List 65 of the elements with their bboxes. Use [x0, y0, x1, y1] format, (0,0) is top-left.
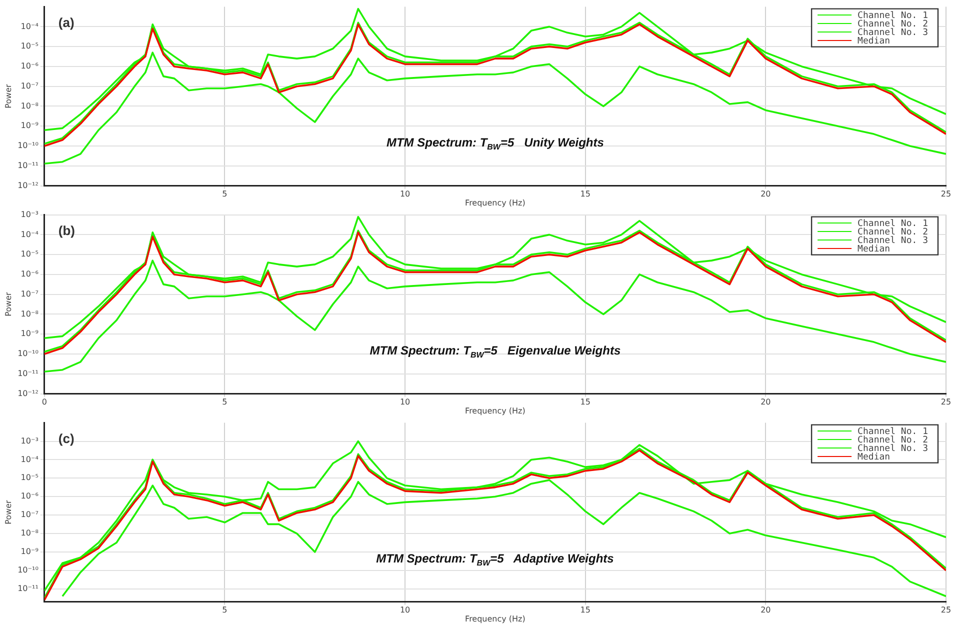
legend-label: Channel No. 2	[858, 19, 928, 30]
x-tick-label: 10	[400, 398, 410, 407]
y-tick-label: 10⁻⁵	[20, 250, 38, 259]
x-axis-title: Frequency (Hz)	[465, 406, 526, 416]
text: (c)	[58, 430, 74, 446]
y-tick-label: 10⁻³	[20, 436, 38, 446]
y-tick-label: 10⁻¹⁰	[18, 349, 38, 358]
y-axis-title: Power	[4, 83, 13, 108]
x-axis-title: Frequency (Hz)	[465, 614, 526, 624]
x-tick-label: 10	[400, 190, 410, 199]
legend-label: Channel No. 1	[858, 218, 928, 229]
y-tick-label: 10⁻⁴	[20, 230, 38, 239]
x-tick-label: 20	[760, 606, 771, 615]
y-tick-label: 10⁻⁶	[20, 270, 38, 279]
y-axis-title: Power	[4, 499, 13, 524]
y-tick-label: 10⁻⁸	[20, 101, 38, 110]
x-tick-label: 5	[222, 190, 228, 199]
y-tick-label: 10⁻¹²	[18, 180, 38, 190]
x-tick-label: 20	[760, 190, 771, 199]
x-tick-label: 25	[940, 190, 952, 199]
x-tick-label: 5	[222, 606, 228, 615]
x-tick-label: 25	[940, 398, 952, 407]
y-tick-label: 10⁻⁷	[20, 81, 38, 90]
y-tick-label: 10⁻¹⁰	[18, 566, 38, 575]
y-tick-label: 10⁻⁴	[20, 454, 38, 464]
legend-label: Channel No. 3	[858, 236, 928, 246]
legend-label: Channel No. 1	[858, 426, 928, 437]
y-tick-label: 10⁻¹⁰	[18, 141, 38, 150]
y-tick-label: 10⁻³	[20, 210, 38, 219]
x-tick-label: 15	[580, 398, 590, 407]
x-tick-label: 10	[400, 606, 410, 615]
y-tick-label: 10⁻⁸	[20, 528, 38, 538]
y-axis-title: Power	[4, 291, 13, 316]
y-tick-label: 10⁻⁶	[20, 492, 38, 501]
x-tick-label: 20	[760, 398, 771, 407]
legend-label: Channel No. 3	[858, 444, 928, 454]
y-tick-label: 10⁻⁷	[20, 510, 38, 520]
x-tick-label: 0	[42, 398, 47, 407]
legend-label: Median	[858, 452, 890, 462]
text: (a)	[58, 14, 74, 30]
y-tick-label: 10⁻⁶	[20, 62, 38, 71]
y-tick-label: 10⁻⁹	[20, 329, 38, 338]
y-tick-label: 10⁻¹¹	[18, 368, 38, 378]
legend-label: Channel No. 2	[858, 227, 928, 238]
x-tick-label: 15	[580, 190, 590, 199]
legend-label: Channel No. 2	[858, 435, 928, 446]
y-tick-label: 10⁻¹¹	[18, 160, 38, 170]
y-tick-label: 10⁻⁹	[20, 121, 38, 130]
legend-label: Channel No. 3	[858, 28, 928, 38]
legend-label: Median	[858, 244, 890, 254]
legend-label: Channel No. 1	[858, 10, 928, 21]
y-tick-label: 10⁻⁵	[20, 473, 38, 482]
x-tick-label: 15	[580, 606, 590, 615]
text: (b)	[58, 222, 76, 238]
y-tick-label: 10⁻⁵	[20, 42, 38, 51]
y-tick-label: 10⁻¹¹	[18, 584, 38, 593]
y-tick-label: 10⁻⁹	[20, 547, 38, 556]
legend-label: Median	[858, 36, 890, 46]
x-tick-label: 5	[222, 398, 228, 407]
x-tick-label: 25	[940, 606, 952, 615]
y-tick-label: 10⁻⁴	[20, 22, 38, 31]
y-tick-label: 10⁻¹²	[18, 388, 38, 398]
x-axis-title: Frequency (Hz)	[465, 198, 526, 208]
y-tick-label: 10⁻⁷	[20, 289, 38, 298]
y-tick-label: 10⁻⁸	[20, 309, 38, 318]
